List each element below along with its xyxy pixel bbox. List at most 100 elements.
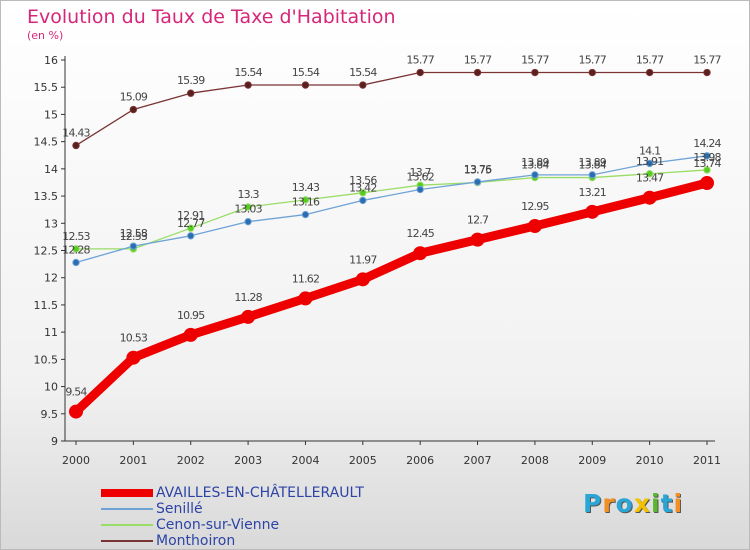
data-point xyxy=(244,217,252,226)
data-label: 15.77 xyxy=(521,54,549,67)
data-label: 13.74 xyxy=(693,157,721,170)
data-point xyxy=(413,246,428,261)
data-label: 13.7 xyxy=(410,166,432,179)
data-point xyxy=(244,203,252,211)
x-tick-label: 2008 xyxy=(521,454,549,467)
data-point xyxy=(527,219,542,234)
data-label: 15.54 xyxy=(292,66,320,79)
data-point xyxy=(126,350,141,365)
data-label: 12.45 xyxy=(406,227,434,240)
logo-letter: i xyxy=(673,489,684,518)
data-label: 12.95 xyxy=(521,200,549,213)
data-point xyxy=(703,166,711,174)
data-point xyxy=(359,81,367,89)
y-tick-label: 13.5 xyxy=(34,190,59,203)
data-point xyxy=(470,232,485,247)
data-label: 11.28 xyxy=(234,291,262,304)
y-tick-label: 10.5 xyxy=(34,353,59,366)
data-point xyxy=(187,232,195,240)
logo-letter: i xyxy=(651,489,661,518)
data-label: 12.77 xyxy=(177,217,205,230)
x-tick-label: 2004 xyxy=(291,454,319,467)
data-label: 13.47 xyxy=(636,172,664,185)
data-point xyxy=(301,210,310,219)
data-label: 15.54 xyxy=(349,66,377,79)
data-point xyxy=(416,68,424,77)
data-point xyxy=(645,170,654,178)
data-label: 13.16 xyxy=(292,196,320,209)
data-label: 13.76 xyxy=(464,163,492,176)
data-label: 15.09 xyxy=(120,91,148,104)
data-point xyxy=(129,105,138,114)
y-tick-label: 13 xyxy=(44,217,58,230)
data-point xyxy=(531,171,539,179)
data-label: 13.75 xyxy=(464,163,492,176)
data-label: 13.98 xyxy=(693,151,721,164)
data-label: 15.39 xyxy=(177,74,205,87)
data-point xyxy=(129,242,138,250)
y-tick-label: 14 xyxy=(44,163,58,176)
legend-swatch-monthoiron xyxy=(101,540,153,542)
chart-title: Evolution du Taux de Taxe d'Habitation xyxy=(27,6,396,28)
legend-swatch-availles xyxy=(101,489,153,497)
legend-label-monthoiron: Monthoiron xyxy=(156,533,236,549)
data-label: 15.54 xyxy=(234,66,262,79)
y-tick-label: 15 xyxy=(44,108,58,121)
x-tick-label: 2009 xyxy=(578,454,606,467)
data-label: 14.24 xyxy=(693,137,721,150)
y-tick-label: 16 xyxy=(44,54,58,67)
data-label: 15.77 xyxy=(464,54,492,67)
data-label: 13.89 xyxy=(579,156,607,169)
data-point xyxy=(588,171,596,179)
series-line xyxy=(75,169,708,250)
data-label: 14.43 xyxy=(62,126,90,139)
legend-label-availles: AVAILLES-EN-CHÂTELLERAULT xyxy=(156,485,364,501)
data-label: 11.62 xyxy=(292,272,320,285)
data-label: 15.77 xyxy=(406,54,434,67)
data-label: 13.43 xyxy=(292,181,320,194)
x-tick-label: 2001 xyxy=(119,454,147,467)
data-label: 10.53 xyxy=(120,332,148,345)
data-point xyxy=(187,224,195,232)
x-tick-label: 2002 xyxy=(177,454,205,467)
data-label: 13.42 xyxy=(349,181,377,194)
legend-swatch-senille xyxy=(101,508,153,510)
y-tick-label: 12.5 xyxy=(34,245,59,258)
proxiti-logo: Proxiti xyxy=(583,489,683,518)
legend-label-senille: Senillé xyxy=(156,501,203,517)
data-point xyxy=(241,309,256,324)
series-line xyxy=(71,178,712,417)
data-label: 12.91 xyxy=(177,209,205,222)
data-label: 12.58 xyxy=(120,227,148,240)
data-label: 13.03 xyxy=(234,203,262,216)
data-point xyxy=(645,68,654,77)
logo-letter: t xyxy=(660,489,674,518)
data-point xyxy=(642,190,657,205)
data-point xyxy=(588,68,596,77)
data-label: 13.62 xyxy=(406,171,434,184)
series-line xyxy=(75,155,708,264)
data-point xyxy=(301,196,310,204)
logo-letter: r xyxy=(602,489,616,518)
data-point xyxy=(72,141,80,150)
data-point xyxy=(585,204,600,219)
data-label: 12.7 xyxy=(467,214,489,227)
data-point xyxy=(359,196,367,205)
y-tick-label: 9 xyxy=(51,435,58,448)
legend-swatch-cenon xyxy=(101,524,153,526)
data-point xyxy=(298,291,313,306)
logo-letter: x xyxy=(633,489,651,518)
x-tick-label: 2010 xyxy=(636,454,664,467)
y-tick-label: 14.5 xyxy=(34,136,59,149)
data-point xyxy=(473,68,482,77)
data-label: 13.91 xyxy=(636,155,664,168)
y-tick-label: 11 xyxy=(44,326,58,339)
y-tick-label: 9.5 xyxy=(41,408,59,421)
data-point xyxy=(359,189,367,197)
data-point xyxy=(183,327,198,342)
x-tick-label: 2011 xyxy=(693,454,721,467)
logo-letter: o xyxy=(615,489,634,518)
x-tick-label: 2006 xyxy=(406,454,434,467)
